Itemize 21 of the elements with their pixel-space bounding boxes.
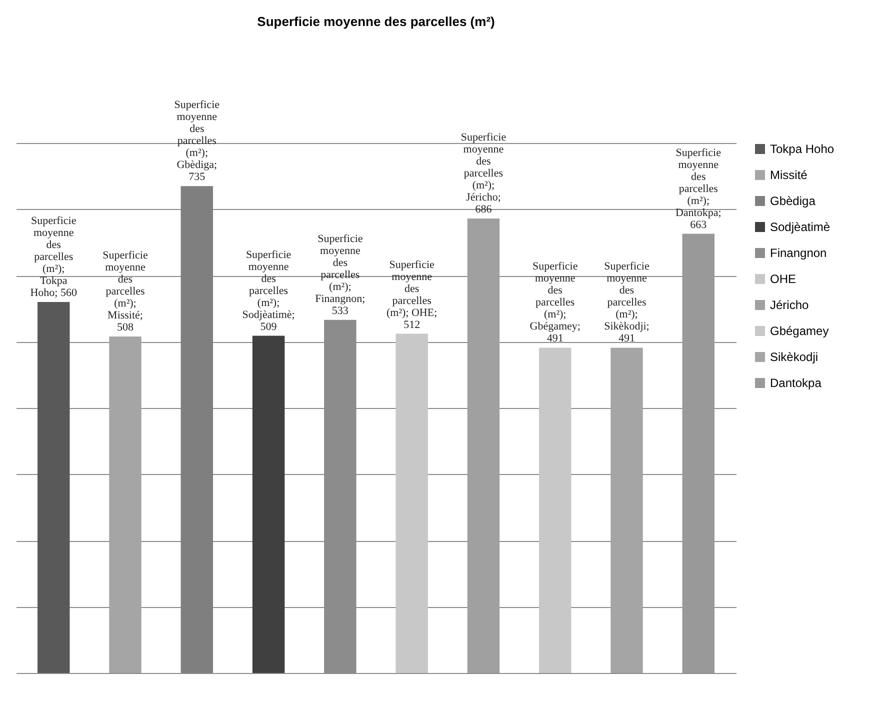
legend-label: Missité	[770, 168, 808, 182]
legend-label: Tokpa Hoho	[770, 142, 834, 156]
data-label: Superficie moyenne des parcelles (m²); Tokpa Hoho; 560	[30, 215, 78, 299]
legend-label: Sikèkodji	[770, 350, 818, 364]
data-label: Superficie moyenne des parcelles (m²); Gbèdiga; 735	[174, 99, 220, 184]
legend-label: Gbèdiga	[770, 194, 816, 208]
data-label: Superficie moyenne des parcelles (m²); Dantokpa; 663	[675, 146, 722, 231]
chart-title: Superficie moyenne des parcelles (m²)	[257, 14, 495, 30]
legend-label: Dantokpa	[770, 376, 822, 390]
data-label: Superficie moyenne des parcelles (m²); Sikèkodji; 491	[604, 260, 650, 345]
data-label: Superficie moyenne des parcelles (m²); Jéricho; 686	[460, 132, 506, 216]
data-label: Superficie moyenne des parcelles (m²); Sodjèatimè; 509	[242, 248, 295, 333]
data-label: Superficie moyenne des parcelles (m²); Missité; 508	[102, 249, 148, 334]
legend-label: Gbégamey	[770, 324, 829, 338]
legend-label: Jéricho	[770, 298, 810, 312]
data-label: Superficie moyenne des parcelles (m²); OHE; 512	[386, 258, 438, 331]
data-label: Superficie moyenne des parcelles (m²); Gbégamey; 491	[530, 260, 580, 345]
legend-label: OHE	[770, 272, 796, 286]
legend-label: Finangnon	[770, 246, 827, 260]
legend-label: Sodjèatimè	[770, 220, 830, 234]
data-label: Superficie moyenne des parcelles (m²); Finangnon; 533	[315, 232, 366, 317]
